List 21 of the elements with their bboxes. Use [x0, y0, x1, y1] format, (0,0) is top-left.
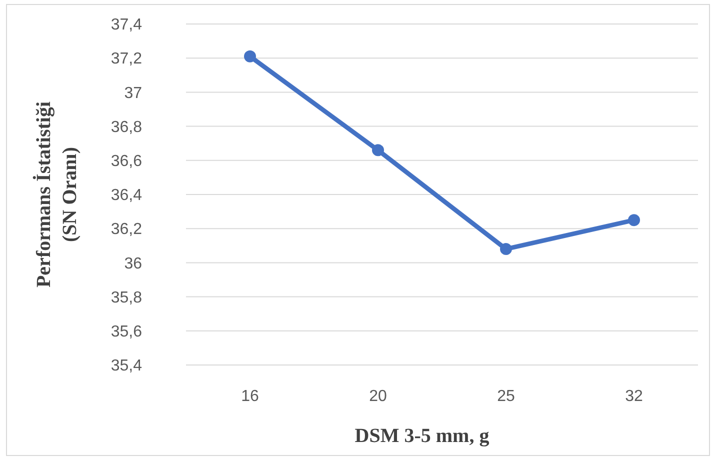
y-tick-label: 36,6	[110, 153, 142, 170]
y-tick-label: 37,4	[110, 16, 142, 34]
y-tick-label: 36	[124, 255, 142, 272]
y-tick-label: 37	[124, 84, 142, 102]
y-axis-title: Performans İstatistiği (SN Oranı)	[32, 101, 81, 288]
x-tick-label: 32	[625, 388, 643, 405]
x-axis-title: DSM 3-5 mm, g	[354, 425, 490, 447]
x-tick-label: 16	[241, 388, 259, 405]
point	[244, 50, 256, 62]
y-tick-label: 36,4	[110, 187, 142, 204]
y-tick-label: 37,2	[110, 50, 142, 68]
y-tick-label: 36,8	[110, 118, 142, 136]
x-tick-label: 20	[369, 388, 387, 405]
y-tick-label: 36,2	[110, 221, 142, 238]
point	[372, 144, 384, 156]
point	[628, 214, 640, 226]
x-tick-label: 25	[497, 388, 515, 405]
point	[500, 243, 512, 256]
y-tick-label: 35,8	[110, 289, 142, 306]
y-tick-label: 35,6	[110, 324, 142, 340]
y-tick-label: 35,4	[110, 358, 142, 375]
